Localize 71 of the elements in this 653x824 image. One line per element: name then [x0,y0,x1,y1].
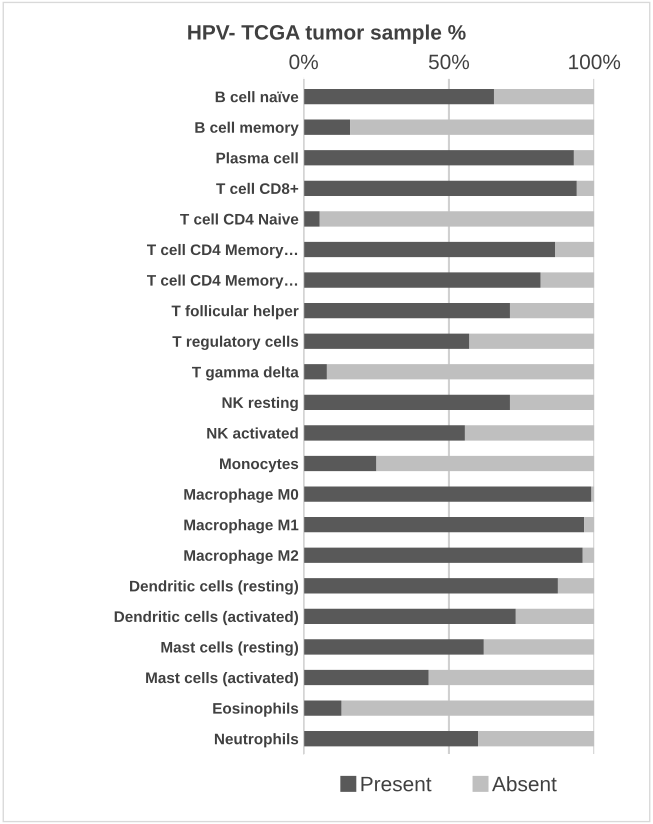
y-tick-label: T gamma delta [192,366,299,381]
bar [510,302,594,318]
bar [576,180,594,196]
y-tick-label: T cell CD8+ [216,182,298,194]
bar [304,334,470,349]
bar [304,456,376,472]
y-tick-label: Monocytes [220,458,298,472]
y-tick-label: Macrophage M1 [184,519,298,534]
bar [350,120,594,135]
chart-title: HPV- TCGA tumor sample % [188,24,466,44]
bar [540,272,594,288]
bar [428,670,594,686]
bar [555,242,594,258]
bar [464,425,594,441]
bar [304,700,342,716]
y-tick-label: Mast cells (resting) [161,641,298,656]
bar [304,242,555,258]
y-tick-label: Mast cells (activated) [146,672,298,686]
y-tick-label: Plasma cell [216,152,298,164]
bar [304,639,484,655]
bar [516,608,594,624]
legend-label: Present [361,776,432,792]
bar [304,486,592,502]
bar [494,88,594,104]
bar [510,394,594,410]
bar [304,394,510,410]
y-tick-label: Dendritic cells (resting) [130,580,298,595]
y-tick-label: Macrophage M2 [184,550,298,564]
bar [304,120,350,135]
x-tick-label: 0% [289,54,318,70]
bar [304,180,577,196]
x-tick-label: 100% [569,54,620,70]
y-tick-label: T cell CD4 Memory… [146,244,298,258]
bar [478,731,594,746]
y-tick-label: B cell naïve [216,91,298,102]
x-tick-label: 50% [428,54,470,70]
bar [469,334,594,349]
bar [304,302,510,318]
bar [574,150,594,166]
bar [304,150,574,166]
bar [376,456,594,472]
bar [304,548,583,563]
bar [304,211,320,227]
y-tick-label: T follicular helper [172,305,299,320]
bar [484,639,594,655]
bar [582,548,594,563]
y-tick-label: Neutrophils [214,733,298,748]
bar [304,88,494,104]
bar [341,700,594,716]
bar [304,578,558,594]
y-tick-label: T cell CD4 Memory… [146,274,298,289]
bar [304,425,465,441]
bar [304,364,327,380]
y-tick-label: B cell memory [195,122,299,136]
y-tick-label: Dendritic cells (activated) [114,610,298,626]
y-tick-label: T cell CD4 Naive [180,213,298,225]
y-tick-label: Eosinophils [213,702,298,717]
y-tick-label: NK activated [207,427,298,439]
legend-label: Absent [492,776,557,792]
bar [320,211,594,227]
y-tick-label: NK resting [222,396,298,412]
bar [326,364,594,380]
bar [584,517,594,532]
bar [304,731,478,746]
bar [304,670,429,686]
y-tick-label: Macrophage M0 [184,488,298,503]
y-tick-label: T regulatory cells [172,336,298,350]
bar [304,608,516,624]
bar [304,517,584,532]
bar [304,272,540,288]
bar [558,578,594,594]
